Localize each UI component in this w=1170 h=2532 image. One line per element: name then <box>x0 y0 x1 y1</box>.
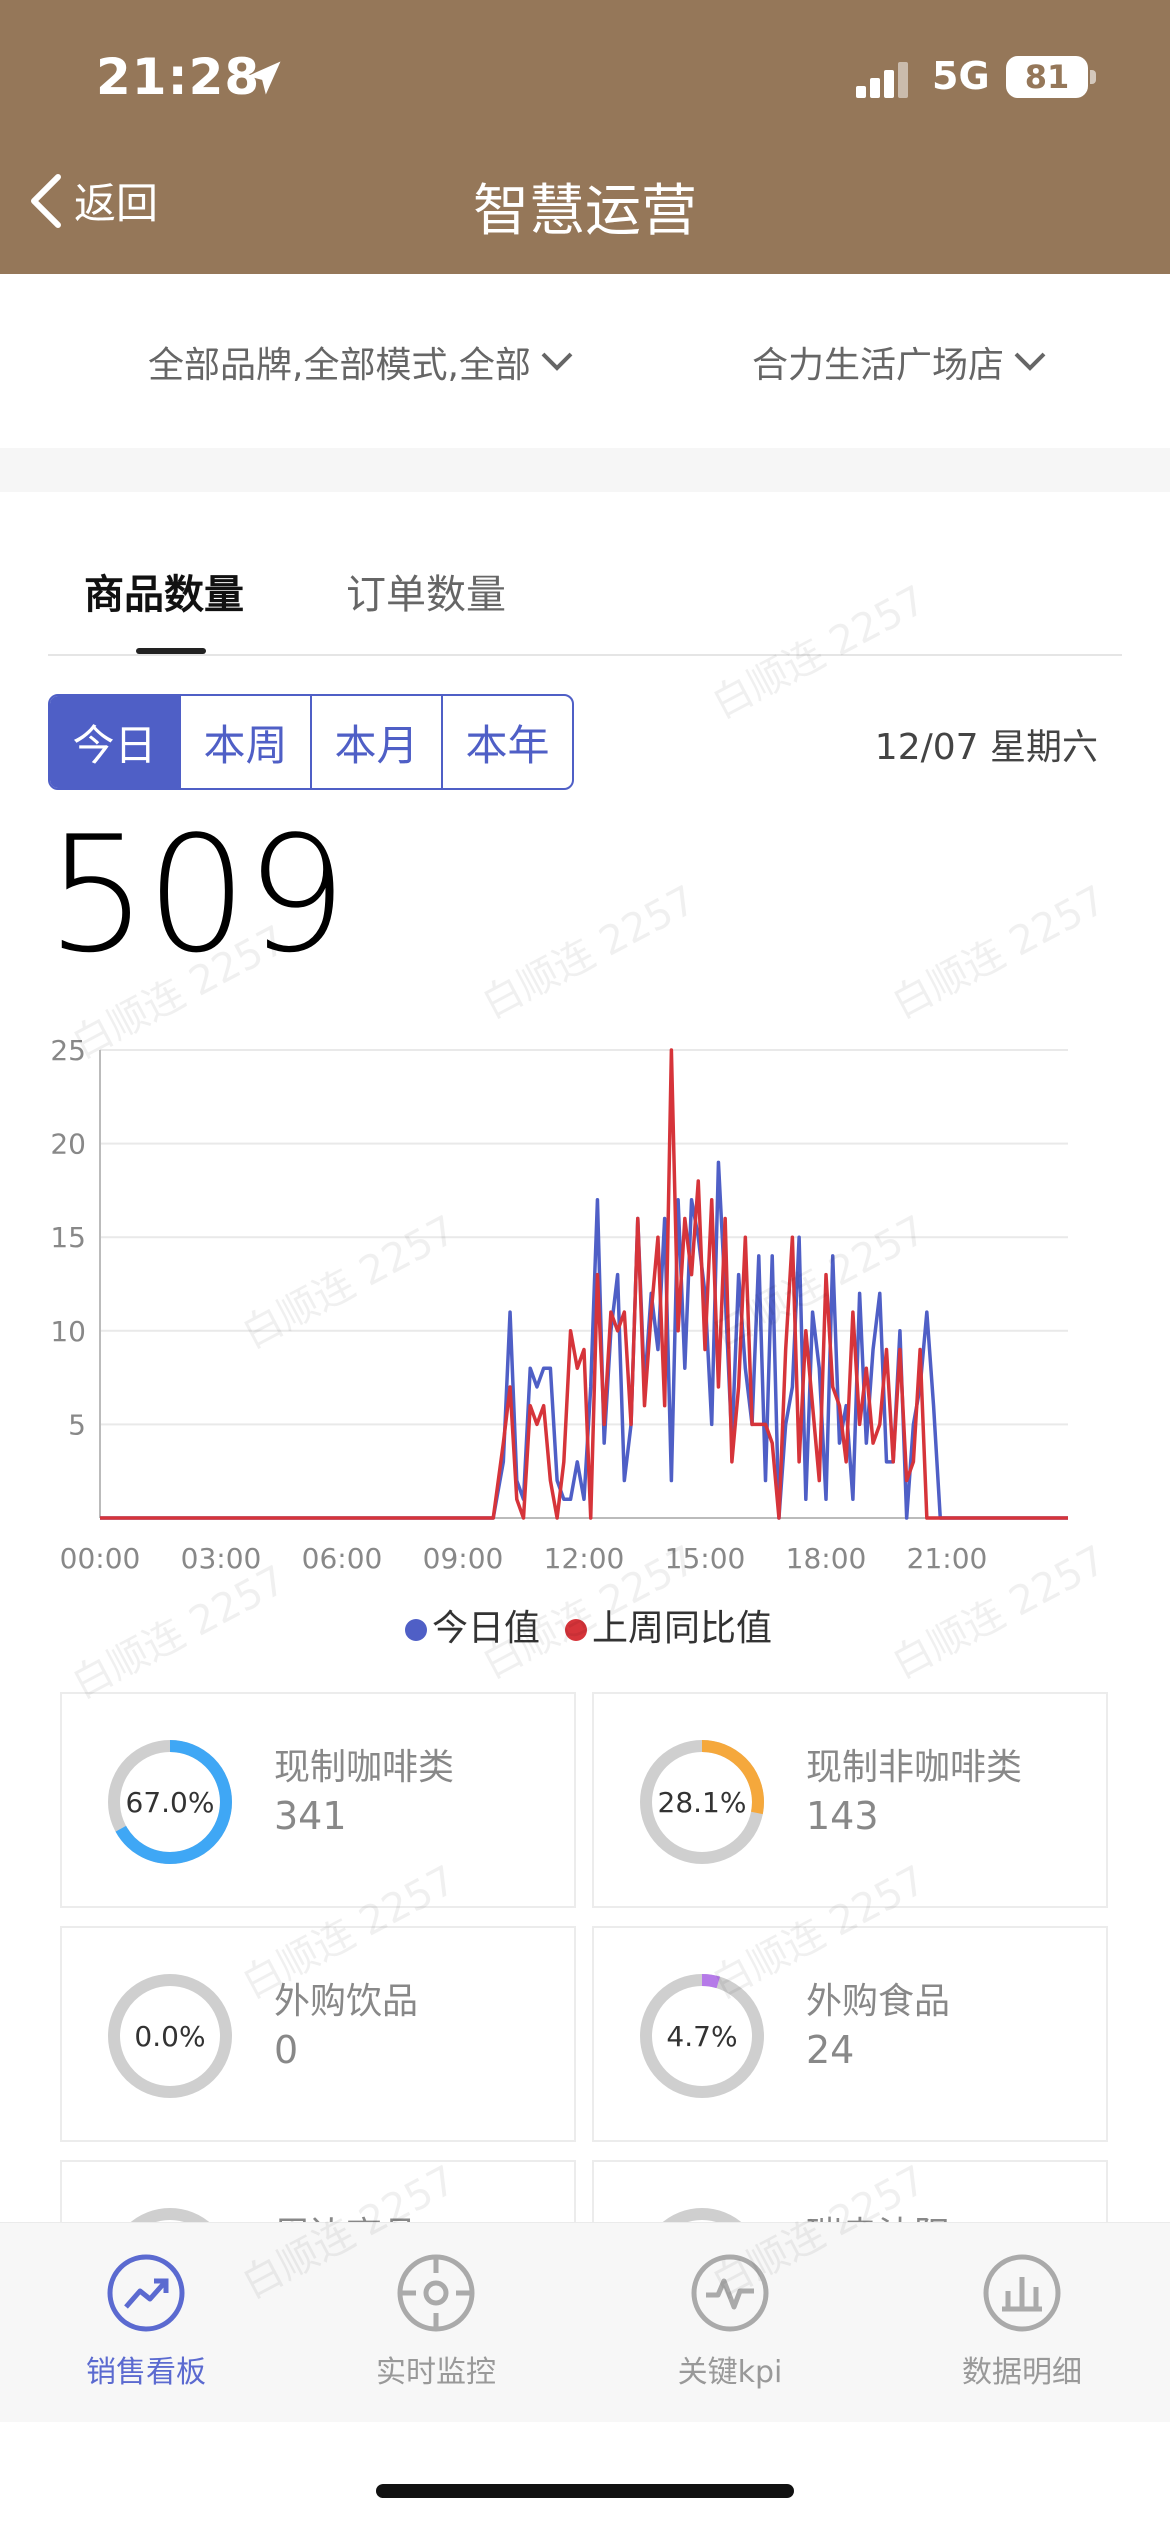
nav-label: 数据明细 <box>962 2355 1082 2390</box>
bar-chart-icon <box>983 2254 1061 2332</box>
network-type: 5G <box>932 54 990 98</box>
nav-sales-dashboard[interactable]: 销售看板 <box>36 2253 256 2391</box>
category-value: 341 <box>274 1794 347 1838</box>
tab-product-count[interactable]: 商品数量 <box>84 572 244 618</box>
chevron-down-icon <box>541 352 573 371</box>
series-line-last-week <box>100 1048 1068 1520</box>
pulse-icon <box>691 2254 769 2332</box>
nav-label: 销售看板 <box>86 2355 206 2390</box>
category-value: 143 <box>806 1794 879 1838</box>
nav-key-kpi[interactable]: 关键kpi <box>620 2253 840 2391</box>
category-percent: 0.0% <box>134 2019 206 2053</box>
category-label: 现制非咖啡类 <box>806 1747 1023 1788</box>
category-label: 现制咖啡类 <box>274 1747 455 1788</box>
filter-bar: 全部品牌,全部模式,全部 合力生活广场店 <box>0 274 1170 448</box>
donut-ring <box>640 1740 764 1864</box>
metric-tabs: 商品数量 订单数量 <box>48 492 1122 656</box>
signal-icon <box>856 62 908 98</box>
donut-ring <box>108 1974 232 2098</box>
tab-order-count[interactable]: 订单数量 <box>346 572 506 618</box>
page-title: 智慧运营 <box>473 179 697 244</box>
y-tick-label: 10 <box>50 1315 86 1348</box>
period-week[interactable]: 本周 <box>179 696 310 788</box>
category-card[interactable]: 28.1% 现制非咖啡类 143 <box>592 1692 1108 1908</box>
brand-filter-dropdown[interactable]: 全部品牌,全部模式,全部 <box>148 336 573 388</box>
battery-indicator: 81 <box>1006 56 1088 98</box>
x-tick-label: 00:00 <box>60 1542 141 1575</box>
category-percent: 4.7% <box>666 2019 738 2053</box>
x-tick-label: 09:00 <box>423 1542 504 1575</box>
category-label: 外购食品 <box>806 1981 951 2022</box>
category-percent: 28.1% <box>657 1785 747 1819</box>
category-percent: 67.0% <box>125 1785 215 1819</box>
section-divider <box>0 448 1170 492</box>
y-tick-label: 25 <box>50 1034 86 1067</box>
battery-tip <box>1090 70 1096 84</box>
safe-area <box>0 2422 1170 2532</box>
x-tick-label: 06:00 <box>302 1542 383 1575</box>
total-count: 509 <box>46 801 347 988</box>
series-line-today <box>100 1160 1068 1520</box>
x-tick-label: 12:00 <box>544 1542 625 1575</box>
period-year[interactable]: 本年 <box>441 696 572 788</box>
x-tick-label: 15:00 <box>665 1542 746 1575</box>
app-header: 21:28 5G 81 返回 智慧运营 <box>0 0 1170 274</box>
hourly-line-chart: 5 10 15 20 25 00:00 03:00 06:00 09:00 12:00 15:00 1… <box>50 1034 1068 1649</box>
active-tab-indicator <box>136 648 206 654</box>
y-tick-label: 15 <box>50 1221 86 1254</box>
brand-filter-label: 全部品牌,全部模式,全部 <box>148 345 531 386</box>
y-tick-label: 5 <box>68 1408 86 1441</box>
watermark: 白顺连 2257 <box>884 877 1114 1028</box>
store-filter-label: 合力生活广场店 <box>752 345 1005 386</box>
back-button[interactable]: 返回 <box>28 170 158 231</box>
x-tick-label: 21:00 <box>907 1542 988 1575</box>
period-today[interactable]: 今日 <box>50 696 179 788</box>
location-arrow-icon <box>247 61 281 95</box>
x-tick-label: 18:00 <box>786 1542 867 1575</box>
x-tick-label: 03:00 <box>181 1542 262 1575</box>
category-card[interactable]: 67.0% 现制咖啡类 341 <box>60 1692 576 1908</box>
legend-label-today: 今日值 <box>432 1608 540 1649</box>
target-icon <box>397 2254 475 2332</box>
period-month[interactable]: 本月 <box>310 696 441 788</box>
donut-ring <box>108 1740 232 1864</box>
status-time: 21:28 <box>96 48 261 106</box>
back-label: 返回 <box>74 179 159 228</box>
home-indicator[interactable] <box>376 2484 794 2498</box>
trend-icon <box>107 2254 185 2332</box>
category-value: 0 <box>274 2028 299 2072</box>
y-tick-label: 20 <box>50 1128 86 1161</box>
category-card[interactable]: 0.0% 外购饮品 0 <box>60 1926 576 2142</box>
nav-realtime-monitor[interactable]: 实时监控 <box>326 2253 546 2391</box>
nav-label: 实时监控 <box>376 2355 496 2390</box>
legend-marker-last-week <box>565 1619 587 1641</box>
period-selector: 今日 本周 本月 本年 <box>48 694 574 790</box>
chevron-down-icon <box>1014 352 1046 371</box>
nav-label: 关键kpi <box>677 2355 783 2390</box>
category-card[interactable]: 4.7% 外购食品 24 <box>592 1926 1108 2142</box>
legend-label-last-week: 上周同比值 <box>592 1608 772 1649</box>
current-date: 12/07 星期六 <box>874 727 1098 768</box>
donut-ring <box>640 1974 764 2098</box>
category-value: 24 <box>806 2028 855 2072</box>
chevron-left-icon <box>31 173 61 228</box>
legend-marker-today <box>405 1619 427 1641</box>
store-filter-dropdown[interactable]: 合力生活广场店 <box>752 336 1046 388</box>
bottom-tab-bar: 销售看板 实时监控 关键kpi 数据明细 <box>0 2222 1170 2422</box>
nav-data-detail[interactable]: 数据明细 <box>912 2253 1132 2391</box>
watermark: 白顺连 2257 <box>474 877 704 1028</box>
category-label: 外购饮品 <box>274 1981 419 2022</box>
